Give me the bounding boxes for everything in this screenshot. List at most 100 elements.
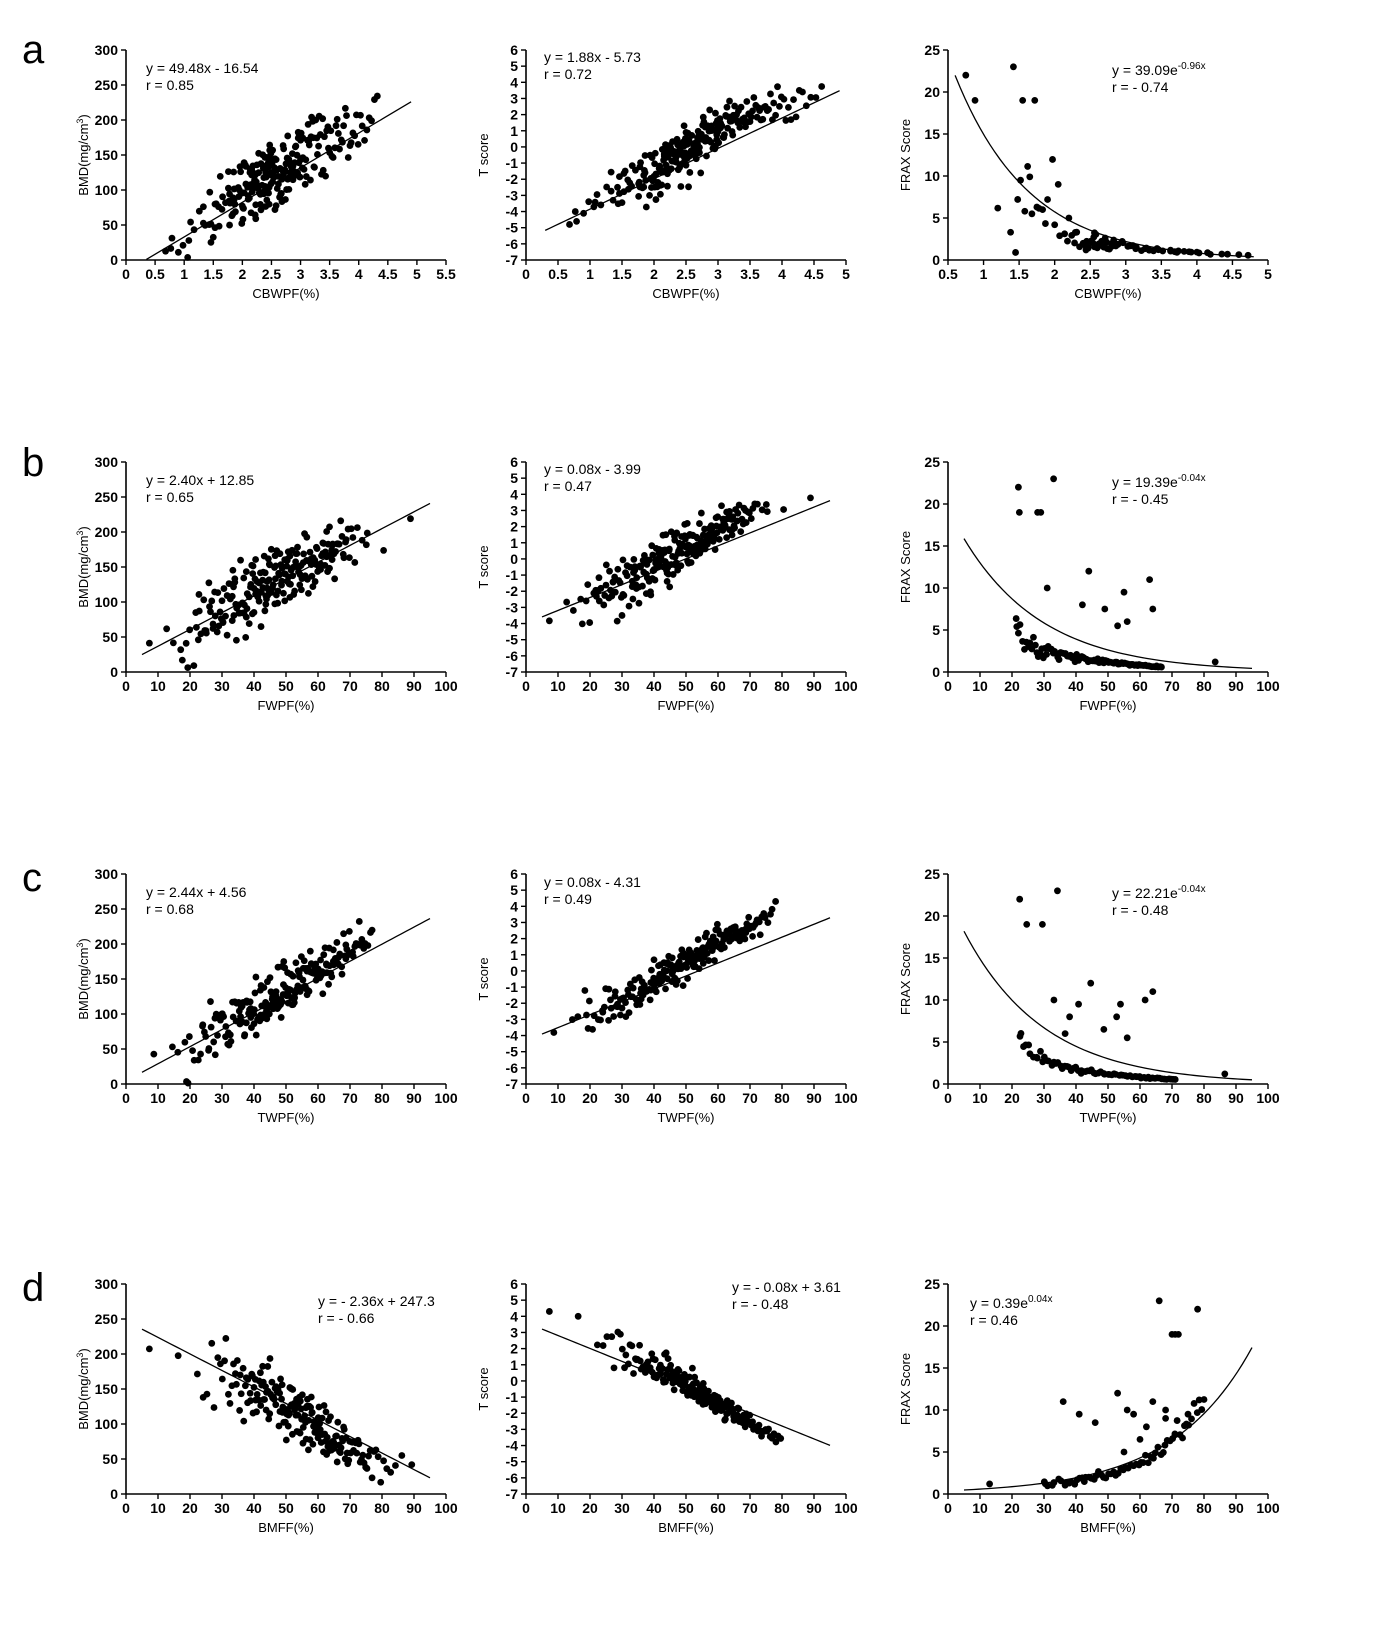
data-point bbox=[205, 579, 213, 587]
data-point bbox=[729, 131, 737, 139]
fit-equation: y = 39.09e-0.96x bbox=[1112, 61, 1206, 78]
data-point bbox=[759, 115, 767, 123]
data-point bbox=[220, 585, 228, 592]
y-tick-label: 6 bbox=[510, 42, 518, 58]
data-point bbox=[368, 1474, 376, 1482]
x-tick-label: 0 bbox=[122, 678, 130, 694]
x-tick-label: 90 bbox=[406, 678, 422, 694]
chart-d3: 0 10 20 30 40 50 60 70 80 90 100 0 5 10 15 20 25 BMFF(%) F… bbox=[872, 1262, 1302, 1552]
x-tick-label: 0.5 bbox=[938, 266, 958, 282]
x-tick-label: 90 bbox=[1228, 678, 1244, 694]
data-point bbox=[1150, 1454, 1157, 1462]
data-point bbox=[696, 144, 703, 151]
y-tick-label: 250 bbox=[95, 77, 119, 93]
data-point bbox=[735, 1405, 743, 1413]
data-point bbox=[306, 947, 314, 955]
data-point bbox=[281, 166, 289, 174]
scatter-points bbox=[962, 63, 1252, 259]
y-tick-label: -5 bbox=[506, 632, 519, 648]
data-point bbox=[185, 237, 193, 244]
data-point bbox=[242, 1019, 250, 1027]
data-point bbox=[208, 597, 216, 605]
fit-equation: y = 49.48x - 16.54 bbox=[146, 60, 259, 76]
data-point bbox=[1010, 63, 1017, 71]
x-tick-label: 40 bbox=[646, 1090, 662, 1106]
data-point bbox=[296, 173, 304, 181]
data-point bbox=[764, 919, 772, 927]
data-point bbox=[1017, 1030, 1025, 1037]
data-point bbox=[1114, 622, 1121, 630]
fit-line bbox=[146, 101, 412, 261]
data-point bbox=[602, 561, 610, 569]
data-point bbox=[662, 531, 670, 539]
x-tick-label: 40 bbox=[246, 1090, 262, 1106]
data-point bbox=[181, 1038, 189, 1046]
data-point bbox=[625, 1360, 632, 1368]
fit-line bbox=[963, 930, 1253, 1081]
x-tick-label: 100 bbox=[434, 1500, 458, 1516]
data-point bbox=[621, 167, 629, 175]
y-axis-title-part: BMD(mg/cm bbox=[76, 536, 91, 608]
y-tick-label: 20 bbox=[924, 908, 940, 924]
data-point bbox=[289, 1386, 297, 1393]
data-point bbox=[354, 140, 362, 148]
data-point bbox=[1119, 239, 1127, 247]
scatter-points bbox=[550, 898, 779, 1036]
data-point bbox=[329, 946, 337, 954]
x-tick-label: 40 bbox=[246, 678, 262, 694]
data-point bbox=[1184, 1410, 1192, 1418]
data-point bbox=[284, 132, 292, 140]
data-point bbox=[230, 168, 238, 176]
y-tick-label: -2 bbox=[506, 583, 519, 599]
data-point bbox=[687, 559, 695, 566]
fit-equation: y = 19.39e-0.04x bbox=[1112, 473, 1206, 490]
data-point bbox=[699, 959, 707, 967]
y-tick-label: 10 bbox=[924, 1402, 940, 1418]
data-point bbox=[182, 639, 190, 647]
data-point bbox=[328, 556, 336, 564]
data-point bbox=[772, 898, 779, 905]
data-point bbox=[323, 1433, 331, 1441]
data-point bbox=[597, 1016, 604, 1024]
data-point bbox=[231, 208, 239, 216]
data-point bbox=[812, 94, 820, 101]
data-point bbox=[1031, 97, 1039, 104]
chart-svg-d1: 0 10 20 30 40 50 60 70 80 90 100 0 50 100 150 200 250 300… bbox=[75, 1276, 458, 1535]
data-point bbox=[644, 1358, 652, 1366]
data-point bbox=[629, 595, 637, 603]
data-point bbox=[236, 1371, 244, 1379]
data-point bbox=[667, 165, 675, 173]
y-axis-title-superscript: 3 bbox=[75, 1353, 85, 1358]
x-tick-label: 10 bbox=[550, 1090, 566, 1106]
data-point bbox=[239, 215, 247, 223]
fit-equation-base: y = 2.40x + 12.85 bbox=[146, 472, 254, 488]
x-tick-label: 30 bbox=[614, 1090, 630, 1106]
data-point bbox=[726, 508, 733, 515]
data-point bbox=[193, 1370, 201, 1378]
data-point bbox=[545, 617, 553, 625]
y-tick-label: -5 bbox=[506, 1454, 519, 1470]
data-point bbox=[1025, 1041, 1033, 1049]
data-point bbox=[259, 1362, 267, 1370]
data-point bbox=[1244, 251, 1252, 259]
data-point bbox=[767, 90, 774, 98]
x-axis-title: TWPF(%) bbox=[1079, 1110, 1136, 1125]
x-tick-label: 50 bbox=[1100, 1500, 1116, 1516]
x-tick-label: 20 bbox=[1004, 1090, 1020, 1106]
data-point bbox=[673, 977, 681, 985]
data-point bbox=[344, 154, 352, 161]
x-tick-label: 40 bbox=[1068, 678, 1084, 694]
data-point bbox=[1235, 251, 1243, 259]
data-point bbox=[276, 550, 284, 558]
data-point bbox=[610, 1364, 618, 1372]
data-point bbox=[1055, 656, 1063, 664]
data-point bbox=[802, 102, 810, 110]
data-point bbox=[703, 929, 710, 937]
y-tick-label: 100 bbox=[95, 1006, 119, 1022]
y-axis-title: FRAX Score bbox=[898, 943, 913, 1015]
data-point bbox=[272, 202, 280, 210]
data-point bbox=[597, 201, 605, 209]
x-tick-label: 1.5 bbox=[612, 266, 632, 282]
data-point bbox=[185, 1033, 193, 1040]
